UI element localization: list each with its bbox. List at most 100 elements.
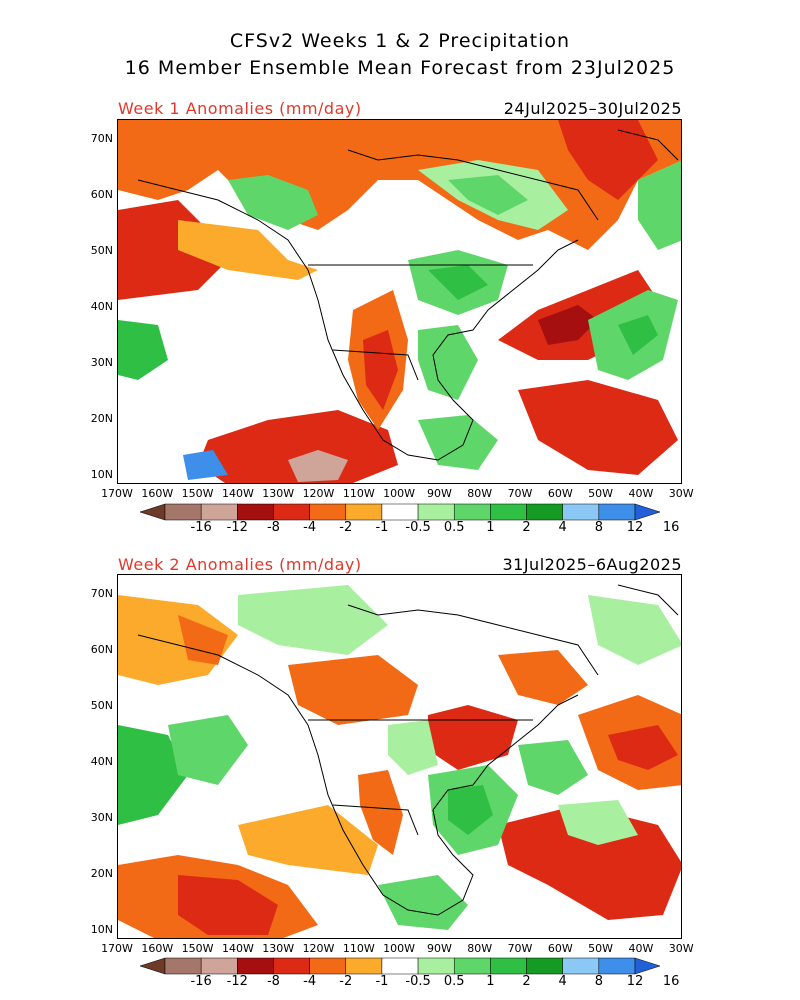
week2-wet-region-pacific-west <box>118 725 188 825</box>
week2-colorbar-tick: 8 <box>594 974 603 989</box>
week1-lon-label: 150W <box>181 487 214 500</box>
week1-colorbar-swatch <box>381 503 419 521</box>
week2-colorbar-swatch <box>164 957 202 975</box>
week1-colorbar-swatch <box>200 503 238 521</box>
week2-wet-region-eastatlantic <box>558 800 638 845</box>
week2-colorbar-tick: 1 <box>486 974 495 989</box>
week1-dry-core-mexico <box>363 330 398 410</box>
week2-wet-region-canada <box>238 585 388 655</box>
week2-lon-label: 50W <box>588 942 614 955</box>
week1-wet-core-canada <box>448 175 528 215</box>
week1-colorbar-tick: -1 <box>375 520 389 535</box>
week1-weak-dry-band <box>178 220 318 280</box>
week1-colorbar-swatch <box>490 503 527 521</box>
week2-colorbar-end-left <box>139 957 166 975</box>
week1-lon-label: 160W <box>141 487 174 500</box>
week1-colorbar-tick: 8 <box>594 520 603 535</box>
week2-colorbar-swatch <box>453 957 491 975</box>
week2-wet-core-southeast <box>448 785 493 835</box>
week2-lon-label: 140W <box>221 942 254 955</box>
week2-lat-label: 40N <box>90 755 113 768</box>
week2-colorbar-swatch <box>417 957 455 975</box>
week1-lon-label: 80W <box>467 487 493 500</box>
week1-mexico-border <box>332 349 419 381</box>
week1-colorbar-tick: 12 <box>626 520 644 535</box>
week1-colorbar-swatch <box>598 503 636 521</box>
week2-colorbar-tick: 12 <box>626 974 644 989</box>
week1-colorbar-tick: -8 <box>266 520 280 535</box>
week1-panel-title: Week 1 Anomalies (mm/day) <box>118 99 362 118</box>
week2-wet-region-centralamerica <box>378 875 468 930</box>
week1-dry-core-east <box>538 305 598 345</box>
week1-lat-label: 60N <box>90 188 113 201</box>
week2-lon-label: 40W <box>628 942 654 955</box>
week2-colorbar-swatch <box>562 957 600 975</box>
week2-dry-core-atlantic <box>608 725 678 770</box>
week1-wet-strong-pacific <box>183 450 228 480</box>
week2-lon-label: 160W <box>141 942 174 955</box>
week1-lat-label: 40N <box>90 300 113 313</box>
week1-wet-core-atlantic <box>618 315 658 355</box>
week2-dry-region-alaska <box>178 615 228 665</box>
week1-colorbar-swatch <box>453 503 491 521</box>
week1-lon-label: 50W <box>588 487 614 500</box>
week1-colorbar-tick: -16 <box>190 520 212 535</box>
week2-lon-label: 60W <box>547 942 573 955</box>
week1-lon-label: 100W <box>383 487 416 500</box>
week2-colorbar-swatch <box>598 957 636 975</box>
week1-pink-center <box>288 450 348 482</box>
week2-colorbar-swatch <box>490 957 527 975</box>
week2-colorbar-tick: -4 <box>303 974 317 989</box>
week1-colorbar-tick: 1 <box>486 520 495 535</box>
week2-dry-region-hudson <box>498 650 588 705</box>
week2-lon-label: 110W <box>342 942 375 955</box>
week1-lon-label: 140W <box>221 487 254 500</box>
week1-coastline <box>137 129 679 461</box>
week1-lon-label: 30W <box>668 487 694 500</box>
week1-colorbar-tick: -12 <box>226 520 248 535</box>
week1-colorbar-tick: 2 <box>522 520 531 535</box>
week2-colorbar-tick: -0.5 <box>405 974 431 989</box>
week2-colorbar-svg <box>139 957 661 975</box>
week2-lon-label: 80W <box>467 942 493 955</box>
week1-map-svg <box>118 120 681 483</box>
week1-colorbar-swatch <box>417 503 455 521</box>
week1-anomaly-map <box>117 119 682 484</box>
chart-title-line1: CFSv2 Weeks 1 & 2 Precipitation <box>229 30 571 52</box>
week2-anomaly-map <box>117 574 682 939</box>
week2-wet-region-pacific-mid <box>168 715 248 785</box>
week1-lat-label: 20N <box>90 412 113 425</box>
week1-lon-label: 40W <box>628 487 654 500</box>
week1-lat-label: 70N <box>90 132 113 145</box>
week1-colorbar-tick: 0.5 <box>443 520 465 535</box>
week1-colorbar-tick: 4 <box>558 520 567 535</box>
week2-panel-title: Week 2 Anomalies (mm/day) <box>118 555 362 574</box>
chart-title-line2: 16 Member Ensemble Mean Forecast from 23… <box>124 57 676 79</box>
week2-mexico-border <box>332 804 419 836</box>
week2-wet-region-atlantic <box>518 740 588 795</box>
week1-wet-region-southeast <box>418 325 478 400</box>
week2-colorbar-tick: -2 <box>339 974 353 989</box>
week2-lat-label: 10N <box>90 923 113 936</box>
week2-colorbar-tick: 4 <box>558 974 567 989</box>
week1-colorbar-end-left <box>139 503 166 521</box>
week2-wet-region-plains <box>388 720 438 775</box>
week1-colorbar-swatch <box>273 503 310 521</box>
week1-wet-region-centralamerica <box>418 415 498 470</box>
week2-colorbar-swatch <box>200 957 238 975</box>
week2-lat-label: 60N <box>90 643 113 656</box>
week2-lon-label: 100W <box>383 942 416 955</box>
week1-dry-region-atlantic <box>518 380 678 475</box>
week2-colorbar-tick: 16 <box>662 974 680 989</box>
week1-colorbar <box>139 503 661 543</box>
week1-colorbar-swatch <box>562 503 600 521</box>
week1-lat-label: 10N <box>90 468 113 481</box>
week1-colorbar-tick: -4 <box>303 520 317 535</box>
week1-colorbar-swatch <box>526 503 563 521</box>
week2-dry-region-mexico <box>358 770 403 855</box>
week1-lon-label: 170W <box>101 487 133 500</box>
week1-colorbar-swatch <box>309 503 347 521</box>
week2-dry-core-pacific <box>178 875 278 935</box>
week2-colorbar-tick: -8 <box>266 974 280 989</box>
week2-lat-label: 50N <box>90 699 113 712</box>
